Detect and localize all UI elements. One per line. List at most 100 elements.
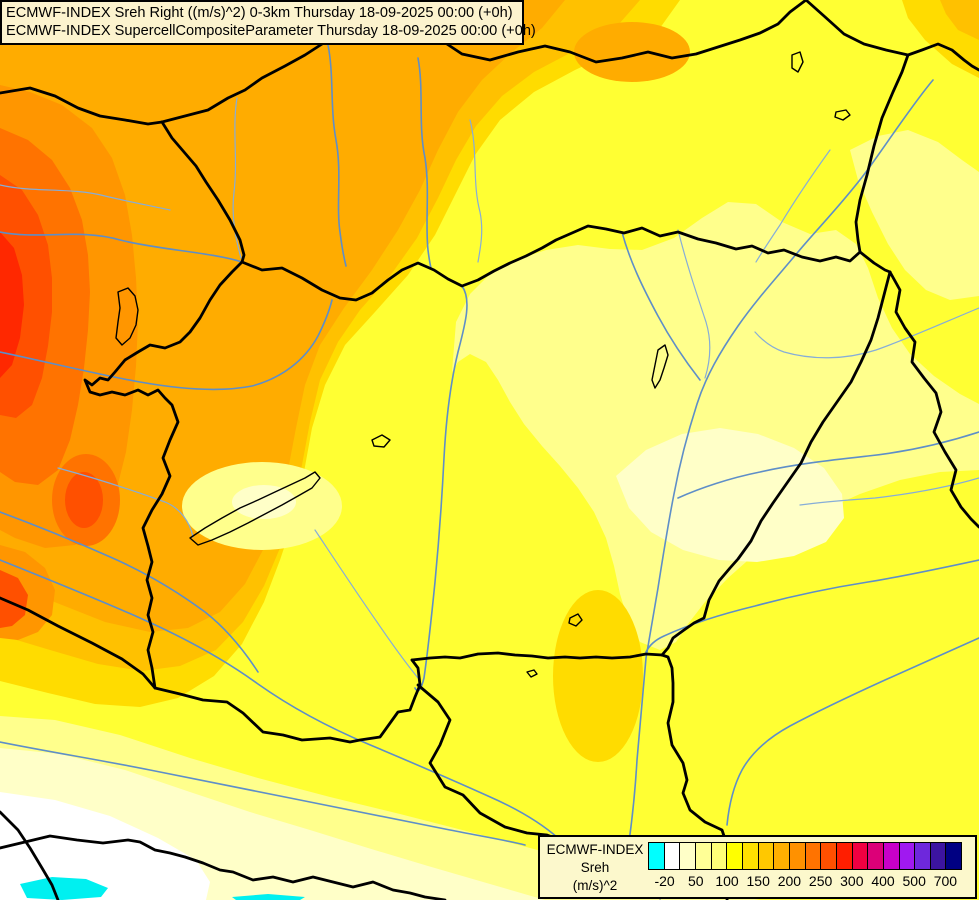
border-sk-ua-top <box>804 0 910 57</box>
river-mura <box>0 511 259 673</box>
legend-color-cell <box>915 843 931 869</box>
border-hu-hr <box>153 658 422 744</box>
contour-region <box>65 472 103 528</box>
river-sajo <box>621 231 701 381</box>
legend-color-cell <box>868 843 884 869</box>
legend-title: ECMWF-INDEX <box>546 842 644 857</box>
contour-region <box>574 22 690 82</box>
contour-region <box>850 130 979 300</box>
legend-units: (m/s)^2 <box>572 878 618 893</box>
border-at-sk <box>160 120 246 264</box>
lake-south-1 <box>568 613 583 627</box>
lake-neusiedl <box>115 287 139 346</box>
legend-tick-label: 100 <box>715 873 739 889</box>
title-line-1: ECMWF-INDEX Sreh Right ((m/s)^2) 0-3km T… <box>6 5 513 21</box>
river-koros <box>677 431 979 499</box>
legend-colorbar <box>648 842 962 870</box>
legend-color-cell <box>664 843 681 869</box>
contour-region <box>553 590 643 762</box>
river-zala <box>57 467 194 538</box>
contour-region <box>232 485 296 519</box>
legend-tick-label: 700 <box>933 873 958 889</box>
rivers-major <box>0 44 979 846</box>
border-at-hu <box>83 260 244 690</box>
legend-color-cell <box>805 843 822 869</box>
legend-tick-label: 150 <box>746 873 770 889</box>
legend-color-cell <box>742 843 759 869</box>
rivers-minor <box>0 97 979 679</box>
contour-region <box>232 894 305 900</box>
lakes <box>115 51 851 678</box>
legend-color-cell <box>946 843 962 869</box>
border-hr-rs <box>416 683 562 842</box>
legend-tick-label: 400 <box>871 873 895 889</box>
border-hu-rs <box>410 651 664 662</box>
river-drava <box>0 559 559 839</box>
legend-tick-label: 200 <box>777 873 802 889</box>
legend-color-cell <box>774 843 790 869</box>
legend-color-cell <box>789 843 806 869</box>
legend-tick-label: -20 <box>654 873 675 889</box>
legend-tick-label: 250 <box>808 873 833 889</box>
contour-region <box>452 202 979 650</box>
border-cz-at <box>0 86 164 126</box>
river-sio <box>314 529 419 679</box>
river-maros <box>645 559 979 653</box>
river-southeast <box>726 637 979 826</box>
legend-parameter: Sreh <box>580 860 610 875</box>
river-szamos <box>754 307 979 359</box>
contour-region <box>0 0 565 632</box>
contour-region <box>616 428 844 562</box>
lake-tisza <box>651 344 669 389</box>
border-ua-east <box>906 42 979 72</box>
river-tisza <box>628 79 934 843</box>
legend-color-cell <box>836 843 853 869</box>
river-sava <box>0 741 526 846</box>
river-hernad <box>677 229 711 379</box>
legend-color-cell <box>758 843 775 869</box>
border-cz-sk-pl <box>160 0 808 124</box>
border-hr-ba <box>0 834 447 900</box>
legend-color-cell <box>711 843 728 869</box>
lake-velence <box>371 434 391 448</box>
border-si-hu <box>0 596 157 690</box>
river-morava <box>232 97 242 259</box>
legend-tick-label: 50 <box>688 873 704 889</box>
river-vah <box>327 44 347 267</box>
legend-color-cell <box>899 843 916 869</box>
river-ipel <box>469 119 483 263</box>
contour-region <box>0 232 24 378</box>
lake-balaton <box>189 471 321 546</box>
legend-label: ECMWF-INDEX Sreh (m/s)^2 <box>546 841 644 895</box>
river-hron <box>417 57 432 269</box>
river-danube-bend <box>414 285 468 692</box>
border-ua-sk-hu <box>854 53 910 254</box>
legend-color-cell <box>852 843 869 869</box>
contour-region <box>0 792 210 900</box>
river-raba <box>0 299 333 391</box>
legend-color-cell <box>680 843 696 869</box>
contour-region <box>0 570 28 628</box>
legend-color-cell <box>695 843 712 869</box>
border-sk-hu <box>240 224 862 302</box>
legend-box: ECMWF-INDEX Sreh (m/s)^2 -20 50 100 150 200 2… <box>538 835 977 899</box>
lake-south-2 <box>526 669 538 678</box>
border-hu-ro <box>660 270 892 657</box>
legend-tick-label: 500 <box>902 873 926 889</box>
title-line-2: ECMWF-INDEX SupercellCompositeParameter … <box>6 23 536 39</box>
title-box: ECMWF-INDEX Sreh Right ((m/s)^2) 0-3km T… <box>0 0 536 45</box>
border-si-hr <box>0 810 60 900</box>
river-west-small <box>0 184 171 211</box>
lake-northeast-1 <box>791 51 804 73</box>
legend-color-cell <box>883 843 900 869</box>
contour-region <box>940 0 979 40</box>
legend-color-cell <box>649 843 665 869</box>
legend-color-cell <box>930 843 947 869</box>
border-hu-ua-ro <box>858 250 892 274</box>
legend-color-cell <box>727 843 743 869</box>
legend-ticks: -20 50 100 150 200 250 300 400 500 700 <box>649 873 961 893</box>
